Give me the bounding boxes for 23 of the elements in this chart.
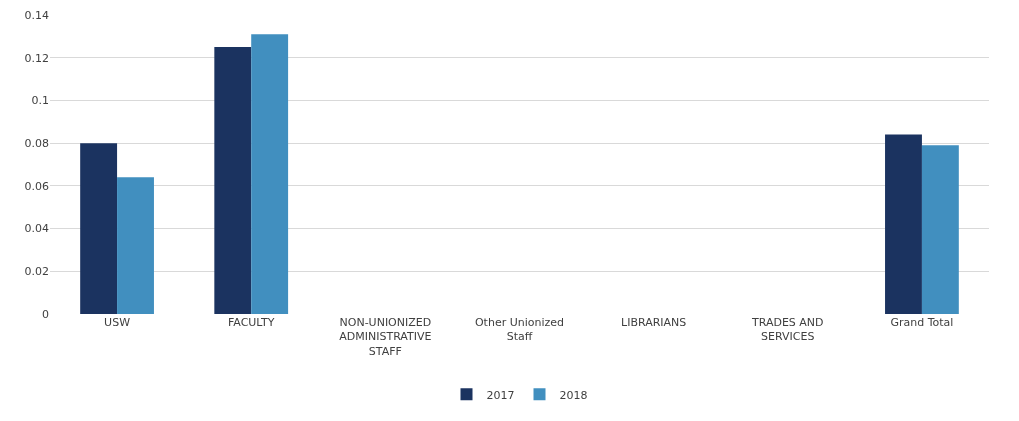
- y-tick-label: 0.06: [24, 179, 49, 193]
- x-tick-label: FACULTY: [227, 316, 275, 329]
- bar: [80, 143, 118, 314]
- x-tick-label: TRADES AND SERVICES: [751, 316, 824, 344]
- y-tick-label: 0.1: [31, 94, 49, 108]
- legend-label: 2018: [559, 388, 588, 402]
- bar: [251, 34, 289, 314]
- y-tick-label: 0.14: [24, 8, 49, 22]
- bar: [214, 47, 252, 314]
- y-tick-label: 0.12: [24, 51, 49, 65]
- x-tick-label: Grand Total: [890, 316, 954, 329]
- y-tick-label: 0.02: [24, 265, 49, 279]
- legend-label: 2017: [486, 388, 515, 402]
- bar: [885, 134, 922, 314]
- y-tick-label: 0: [42, 307, 49, 321]
- y-tick-label: 0.08: [24, 136, 49, 150]
- bar: [921, 145, 959, 314]
- y-tick-label: 0.04: [24, 222, 49, 236]
- x-tick-label: Other Unionized Staff: [474, 316, 565, 344]
- x-tick-label: LIBRARIANS: [621, 316, 687, 329]
- x-tick-label: USW: [104, 316, 131, 329]
- x-tick-label: NON-UNIONIZED ADMINISTRATIVE STAFF: [339, 316, 432, 358]
- bar: [117, 177, 154, 314]
